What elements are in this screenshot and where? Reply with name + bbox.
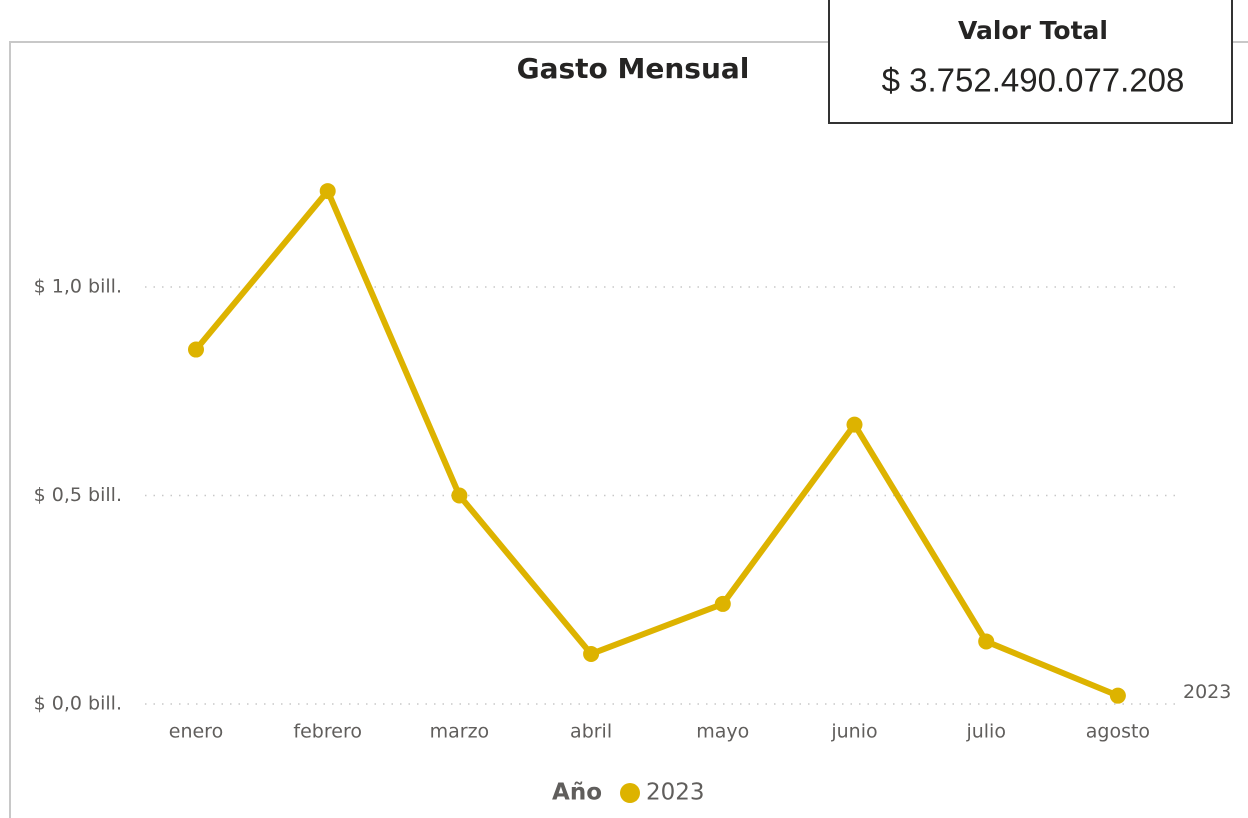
- card: [828, 0, 1233, 124]
- point: [451, 487, 468, 504]
- x-tick-label: abril: [570, 721, 612, 743]
- x-tick-label: febrero: [293, 721, 362, 743]
- frame: [9, 41, 1248, 818]
- x-tick-label: mayo: [696, 721, 749, 743]
- point: [978, 633, 995, 650]
- legend-marker: [620, 783, 640, 803]
- x-tick-label: enero: [169, 721, 223, 743]
- y-tick-label: $ 0,0 bill.: [34, 693, 122, 715]
- chart-title: Gasto Mensual: [517, 52, 750, 85]
- x-tick-label: marzo: [430, 721, 490, 743]
- legend-label: 2023: [646, 780, 705, 806]
- y-tick-label: $ 0,5 bill.: [34, 484, 122, 506]
- y-tick-label: $ 1,0 bill.: [34, 276, 122, 298]
- legend-title: Año: [552, 780, 602, 806]
- point: [1109, 687, 1126, 704]
- point: [188, 341, 204, 358]
- card-title: Valor Total: [958, 16, 1108, 45]
- x-tick-label: julio: [965, 721, 1006, 743]
- x-tick-label: agosto: [1086, 721, 1150, 743]
- point: [846, 416, 863, 433]
- card-value: $ 3.752.490.077.208: [882, 62, 1185, 99]
- point: [583, 645, 600, 662]
- x-tick-label: junio: [830, 721, 877, 743]
- line: [193, 188, 1120, 699]
- point: [714, 595, 731, 612]
- point: [319, 183, 336, 200]
- series-end-label: 2023: [1183, 681, 1231, 703]
